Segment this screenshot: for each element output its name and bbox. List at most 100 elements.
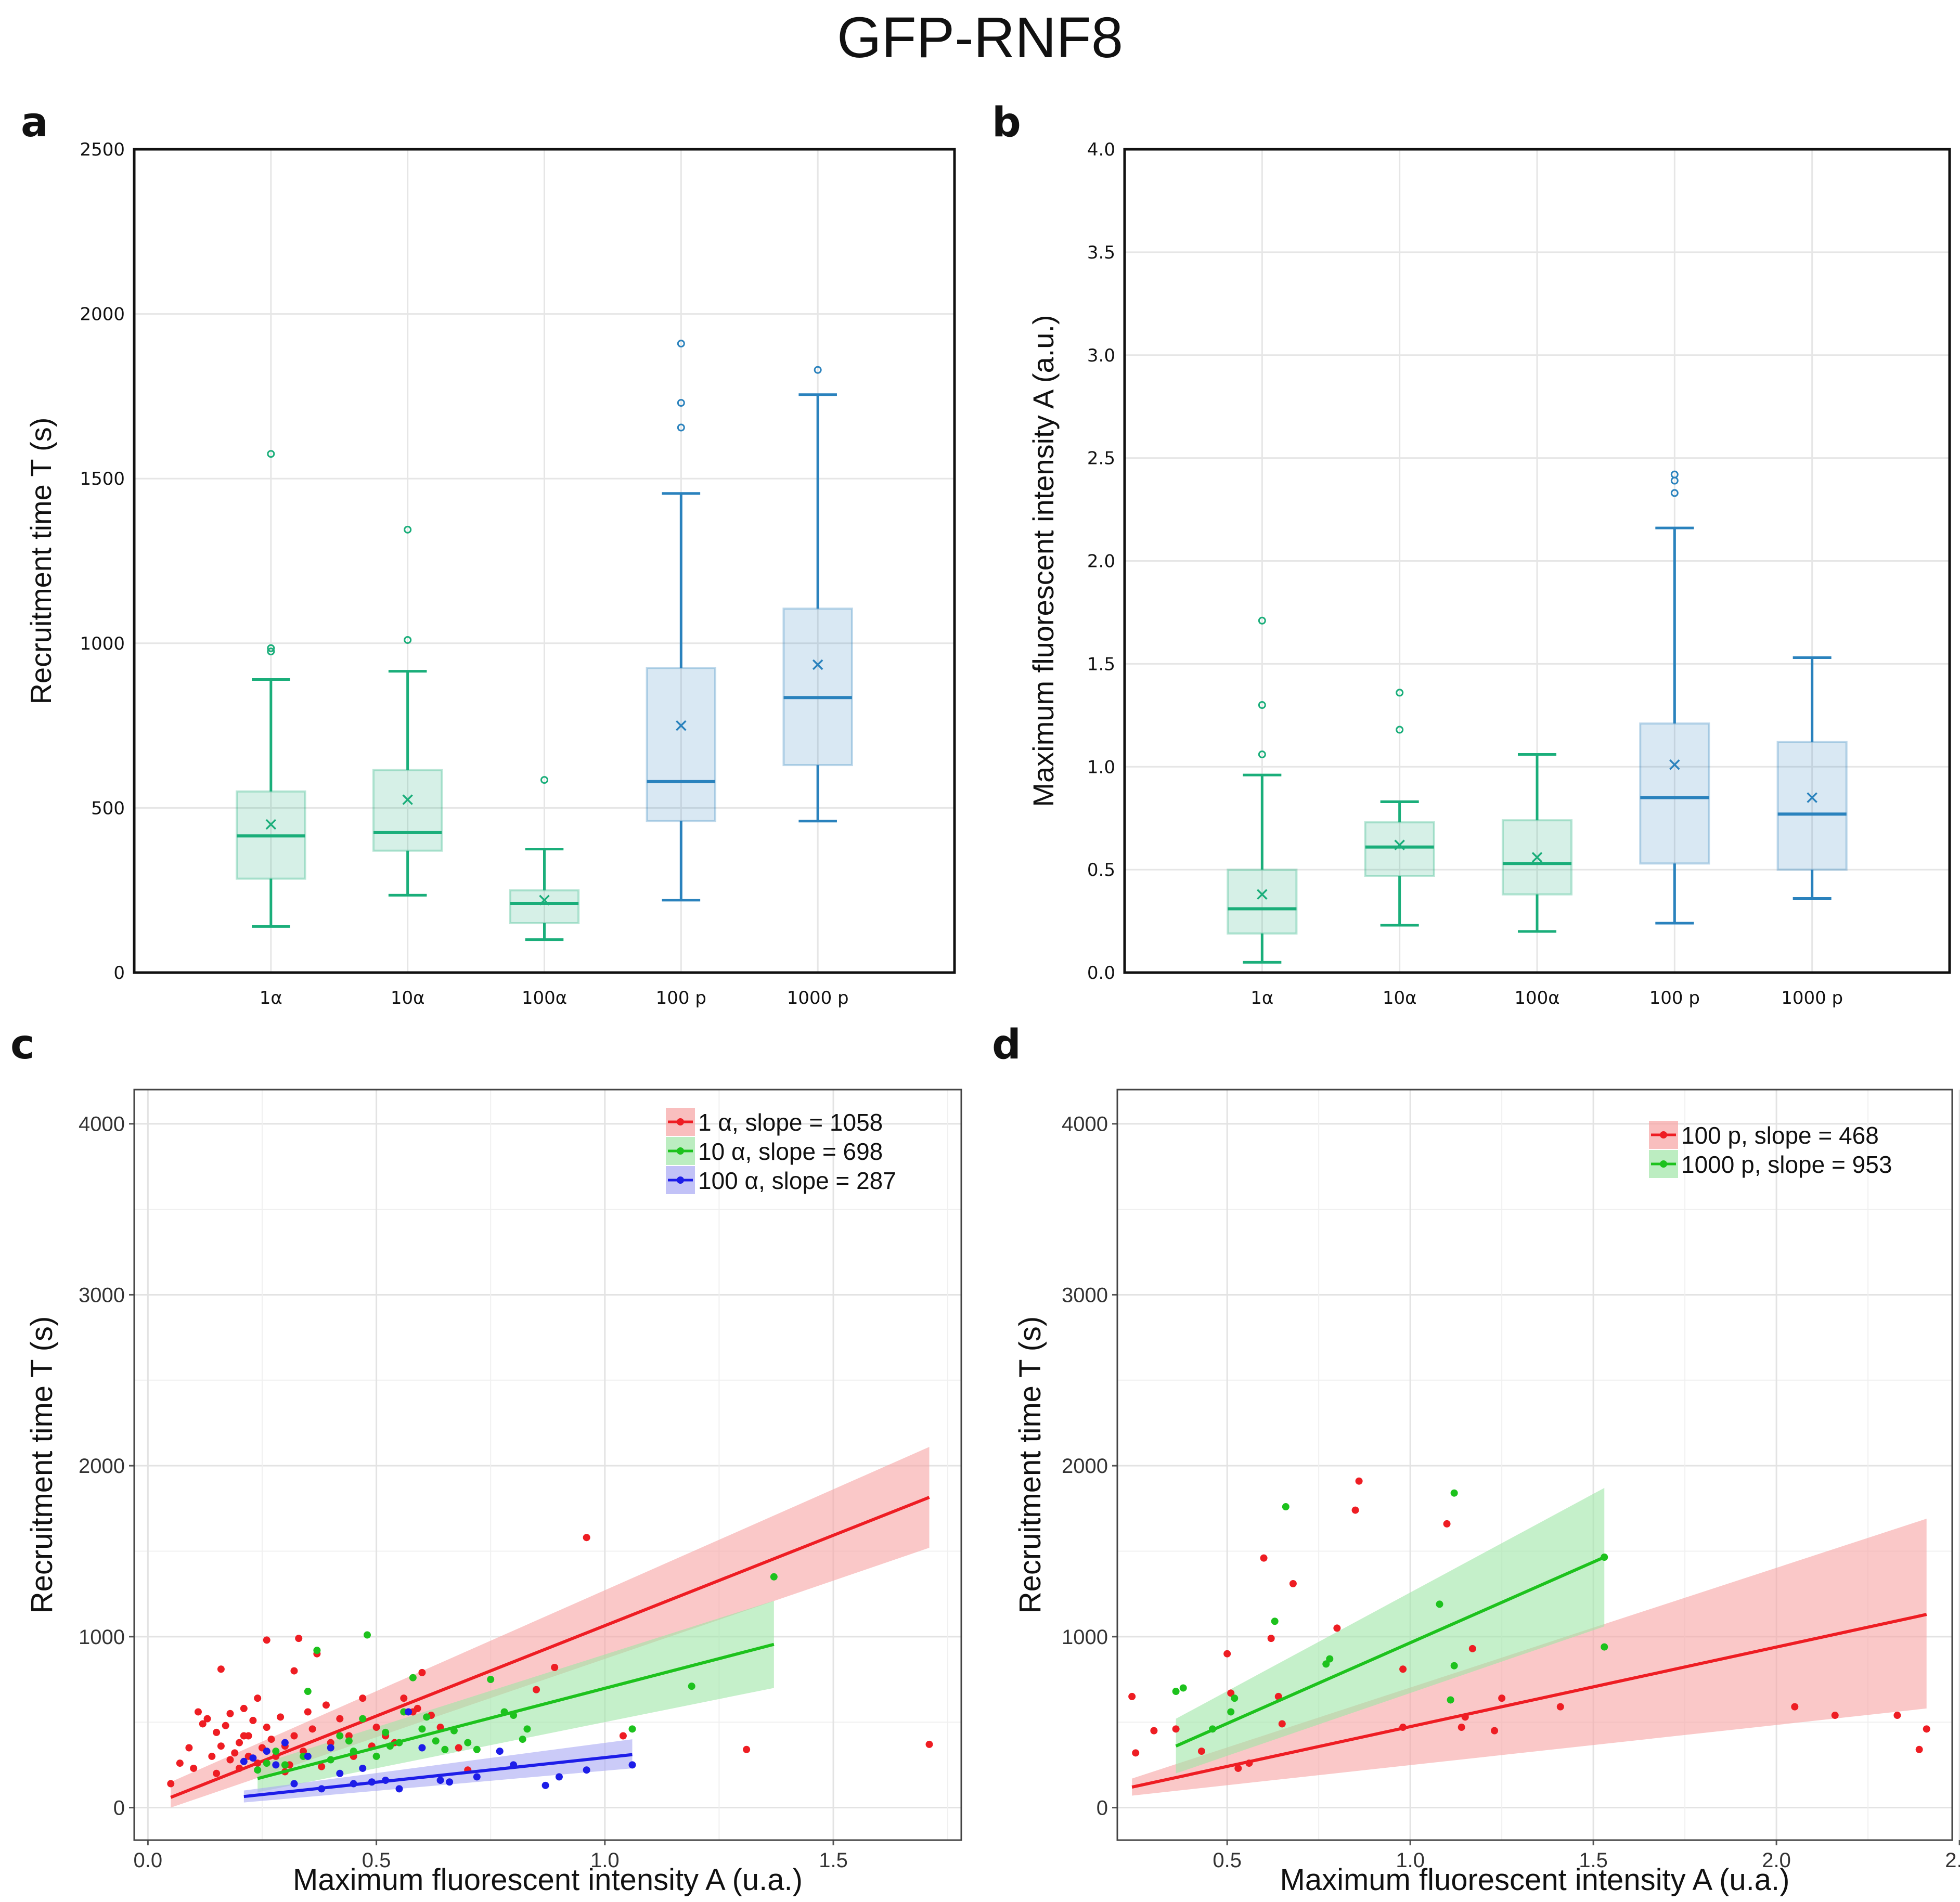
legend-swatch-dot xyxy=(1660,1131,1667,1138)
mean-marker xyxy=(539,895,550,905)
y-axis-label: Maximum fluorescent intensity A (a.u.) xyxy=(1027,315,1060,807)
data-point xyxy=(263,1759,270,1767)
data-point xyxy=(1172,1725,1180,1733)
data-point xyxy=(290,1732,298,1740)
confidence-band xyxy=(1176,1487,1605,1774)
x-tick-label: 0.5 xyxy=(362,1849,391,1872)
y-tick-label: 1.5 xyxy=(1087,654,1115,675)
regression-line xyxy=(170,1496,930,1799)
y-tick-label: 0 xyxy=(1097,1797,1108,1820)
outlier-point xyxy=(404,525,412,534)
legend-label: 100 α, slope = 287 xyxy=(698,1167,896,1194)
x-tick-label: 1000 p xyxy=(1781,988,1843,1008)
figure-title: GFP-RNF8 xyxy=(837,6,1123,70)
data-point xyxy=(267,1736,275,1743)
data-point xyxy=(249,1754,257,1762)
panel-label: c xyxy=(10,1021,34,1068)
x-tick-label: 1000 p xyxy=(787,988,849,1008)
mean-marker xyxy=(1531,852,1543,863)
data-point xyxy=(281,1761,289,1769)
data-point xyxy=(308,1725,316,1733)
y-tick-label: 0.5 xyxy=(1087,860,1115,881)
y-tick-label: 3.5 xyxy=(1087,242,1115,263)
data-point xyxy=(446,1778,454,1786)
x-tick-label: 1α xyxy=(1250,988,1273,1008)
regression-line xyxy=(1131,1613,1927,1789)
mean-marker xyxy=(265,819,277,830)
x-tick-label: 2.0 xyxy=(1762,1849,1791,1872)
data-point xyxy=(226,1756,234,1764)
data-point xyxy=(1260,1554,1268,1562)
box-1 xyxy=(236,450,306,928)
data-point xyxy=(240,1732,248,1740)
data-point xyxy=(249,1716,257,1724)
series-marks-2 xyxy=(1172,1489,1608,1748)
outlier-point xyxy=(1258,701,1266,709)
data-point xyxy=(1915,1745,1923,1753)
data-point xyxy=(1791,1703,1799,1711)
data-point xyxy=(628,1725,636,1733)
data-point xyxy=(1399,1724,1407,1731)
data-point xyxy=(510,1761,518,1769)
x-tick-label: 100 p xyxy=(656,988,706,1008)
data-point xyxy=(304,1752,312,1760)
data-point xyxy=(1498,1694,1506,1702)
data-point xyxy=(770,1573,778,1581)
data-point xyxy=(217,1742,225,1750)
box-iqr xyxy=(1639,722,1710,865)
data-point xyxy=(263,1748,270,1755)
outlier-point xyxy=(814,366,822,374)
box-4 xyxy=(1639,470,1710,925)
y-tick-label: 1000 xyxy=(79,1626,125,1649)
data-point xyxy=(327,1744,334,1752)
data-point xyxy=(1326,1655,1334,1663)
data-point xyxy=(1245,1759,1253,1767)
box-5 xyxy=(1776,656,1848,900)
legend-label: 100 p, slope = 468 xyxy=(1681,1122,1879,1149)
box-3 xyxy=(1501,753,1573,933)
outlier-point xyxy=(1258,616,1266,625)
data-point xyxy=(1831,1712,1839,1719)
y-tick-label: 2000 xyxy=(80,304,125,325)
data-point xyxy=(350,1748,357,1755)
x-tick-label: 0.0 xyxy=(134,1849,163,1872)
x-tick-label: 1.5 xyxy=(1579,1849,1608,1872)
legend-swatch-dot xyxy=(677,1176,684,1184)
y-tick-label: 0 xyxy=(113,963,125,984)
data-point xyxy=(236,1739,243,1746)
series-marks-3 xyxy=(240,1708,636,1799)
data-point xyxy=(295,1635,303,1642)
data-point xyxy=(313,1647,321,1654)
data-point xyxy=(359,1694,367,1702)
data-point xyxy=(231,1749,239,1757)
data-point xyxy=(327,1756,334,1764)
data-point xyxy=(1450,1489,1458,1497)
data-point xyxy=(1458,1724,1465,1731)
box-5 xyxy=(782,366,853,823)
outlier-point xyxy=(677,399,685,407)
data-point xyxy=(1289,1580,1297,1587)
legend-label: 10 α, slope = 698 xyxy=(698,1138,883,1165)
data-point xyxy=(500,1708,508,1716)
outlier-point xyxy=(1396,689,1404,697)
data-point xyxy=(336,1769,344,1777)
data-point xyxy=(272,1761,280,1769)
data-point xyxy=(1436,1600,1443,1608)
data-point xyxy=(496,1748,504,1755)
x-axis-label: Maximum fluorescent intensity A (u.a.) xyxy=(293,1863,803,1897)
data-point xyxy=(304,1688,312,1696)
data-point xyxy=(523,1725,531,1733)
data-point xyxy=(1399,1665,1407,1673)
data-point xyxy=(1223,1650,1231,1658)
data-point xyxy=(359,1764,367,1772)
data-point xyxy=(441,1745,449,1753)
data-point xyxy=(318,1785,326,1793)
data-point xyxy=(1209,1725,1217,1733)
data-point xyxy=(414,1704,421,1712)
data-point xyxy=(281,1739,289,1746)
data-point xyxy=(236,1764,243,1772)
y-tick-label: 2500 xyxy=(80,139,125,160)
data-point xyxy=(1231,1694,1239,1702)
data-point xyxy=(263,1724,270,1731)
y-tick-label: 0 xyxy=(113,1797,125,1820)
